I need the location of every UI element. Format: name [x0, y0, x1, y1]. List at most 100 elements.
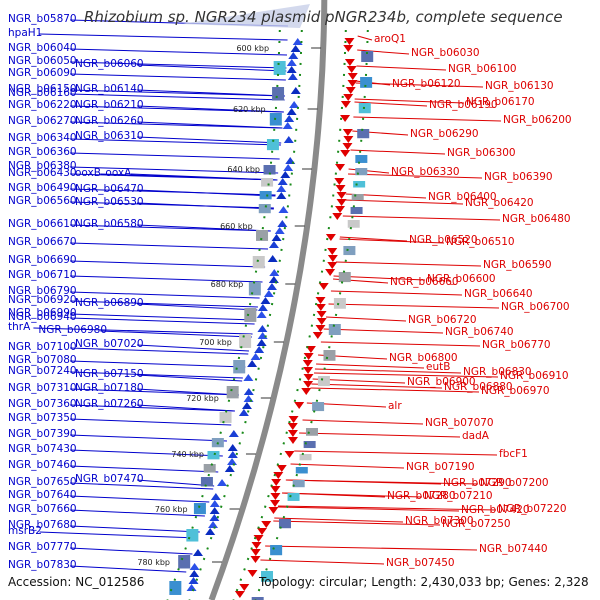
reverse-gene-arrow	[287, 430, 298, 437]
forward-gene-arrow	[241, 402, 252, 409]
reverse-gene-arrow	[327, 262, 338, 269]
gene-label: NGR_b06160	[8, 87, 77, 99]
feature-block-left	[203, 464, 216, 473]
label-connector	[357, 49, 410, 55]
gene-label: fbcF1	[499, 448, 528, 460]
feature-block-left	[261, 178, 274, 187]
reverse-gene-arrow	[335, 206, 346, 213]
forward-gene-arrow	[292, 38, 303, 45]
feature-block-right	[278, 519, 291, 529]
feature-block-right	[251, 597, 264, 600]
gene-label: NGR_b06170	[466, 96, 535, 108]
gene-label: NGR_b06050	[8, 55, 77, 67]
label-connector	[302, 419, 424, 425]
reverse-gene-arrow	[316, 318, 327, 325]
gene-label: NGR_b06310	[75, 130, 144, 142]
forward-gene-arrow	[188, 577, 199, 584]
reverse-gene-arrow	[250, 556, 261, 563]
gene-label: NGR_b06510	[446, 236, 515, 248]
gene-label: NGR_b06210	[75, 99, 144, 111]
gene-label: NGR_b06270	[8, 115, 77, 127]
forward-gene-arrow	[210, 493, 221, 500]
gene-label: NGR_b07360	[8, 398, 77, 410]
label-connector	[314, 368, 462, 374]
reverse-gene-arrow	[335, 164, 346, 171]
gene-label: NGR_b06590	[483, 259, 552, 271]
gene-label: NGR_b07310	[8, 382, 77, 394]
reverse-gene-arrow	[327, 248, 338, 255]
feature-block-left	[256, 230, 269, 241]
gene-label: NGR_b06530	[75, 196, 144, 208]
feature-block-left	[266, 139, 279, 151]
gene-label: NGR_b07280	[387, 490, 456, 502]
reverse-gene-arrow	[250, 549, 261, 556]
label-connector	[344, 199, 464, 205]
forward-gene-arrow	[257, 304, 268, 311]
gene-label: NGR_b07830	[8, 559, 77, 571]
forward-gene-arrow	[263, 290, 274, 297]
label-connector	[320, 341, 481, 347]
label-connector	[136, 64, 287, 72]
label-connector	[325, 316, 407, 322]
label-connector	[69, 93, 285, 101]
gene-label: msrB2	[8, 525, 42, 537]
reverse-gene-arrow	[332, 213, 343, 220]
gene-label: NGR_b06100	[448, 63, 517, 75]
reverse-gene-arrow	[287, 423, 298, 430]
forward-gene-arrow	[256, 311, 267, 318]
gene-label: ooxB	[75, 167, 101, 179]
forward-gene-arrow	[268, 276, 279, 283]
label-connector	[130, 173, 278, 181]
forward-gene-arrow	[290, 87, 301, 94]
forward-gene-arrow	[266, 283, 277, 290]
feature-block-right	[287, 493, 300, 501]
gene-label: NGR_b07420	[461, 504, 530, 516]
feature-block-right	[357, 129, 370, 139]
forward-gene-arrow	[209, 500, 220, 507]
label-connector	[69, 73, 286, 81]
gene-label: NGR_b06430	[8, 167, 77, 179]
label-connector	[278, 505, 497, 511]
feature-block-right	[350, 207, 363, 215]
gene-label: NGR_b07180	[75, 382, 144, 394]
label-connector	[354, 101, 428, 107]
label-connector	[353, 116, 502, 122]
forward-gene-arrow	[287, 73, 298, 80]
label-connector	[299, 432, 461, 438]
gene-label: NGR_b06610	[8, 218, 77, 230]
gene-label: NGR_b06600	[427, 273, 496, 285]
kbp-tick-label: 720 kbp	[186, 394, 219, 403]
label-connector	[69, 434, 227, 442]
label-connector	[323, 328, 444, 334]
reverse-gene-arrow	[315, 325, 326, 332]
forward-gene-arrow	[227, 444, 238, 451]
label-connector	[339, 236, 408, 242]
title-direction-arrow	[180, 4, 310, 28]
label-connector	[335, 261, 482, 267]
gene-label: NGR_b07150	[75, 368, 144, 380]
gene-label: NGR_b06470	[75, 183, 144, 195]
forward-gene-arrow	[276, 192, 287, 199]
gene-label: NGR_b07260	[75, 398, 144, 410]
forward-gene-arrow	[269, 269, 280, 276]
forward-gene-arrow	[243, 395, 254, 402]
feature-block-left	[233, 360, 246, 374]
gene-label: NGR_b07200	[480, 477, 549, 489]
reverse-gene-arrow	[340, 150, 351, 157]
forward-gene-arrow	[286, 108, 297, 115]
label-connector	[348, 173, 483, 179]
label-connector	[316, 363, 425, 369]
gene-label: NGR_b06690	[8, 254, 77, 266]
reverse-gene-arrow	[253, 535, 264, 542]
map-title: Rhizobium sp. NGR234 plasmid pNGR234b, c…	[84, 8, 563, 26]
gene-label: NGR_b06880	[444, 381, 513, 393]
feature-block-right	[351, 194, 364, 201]
gene-label: NGR_b07250	[442, 518, 511, 530]
label-connector	[69, 360, 246, 368]
gene-label: NGR_b06140	[75, 83, 144, 95]
forward-gene-arrow	[247, 360, 258, 367]
reverse-gene-arrow	[325, 269, 336, 276]
reverse-gene-arrow	[294, 402, 305, 409]
gene-label: hpaH1	[8, 27, 42, 39]
gene-label: eutB	[426, 361, 450, 373]
